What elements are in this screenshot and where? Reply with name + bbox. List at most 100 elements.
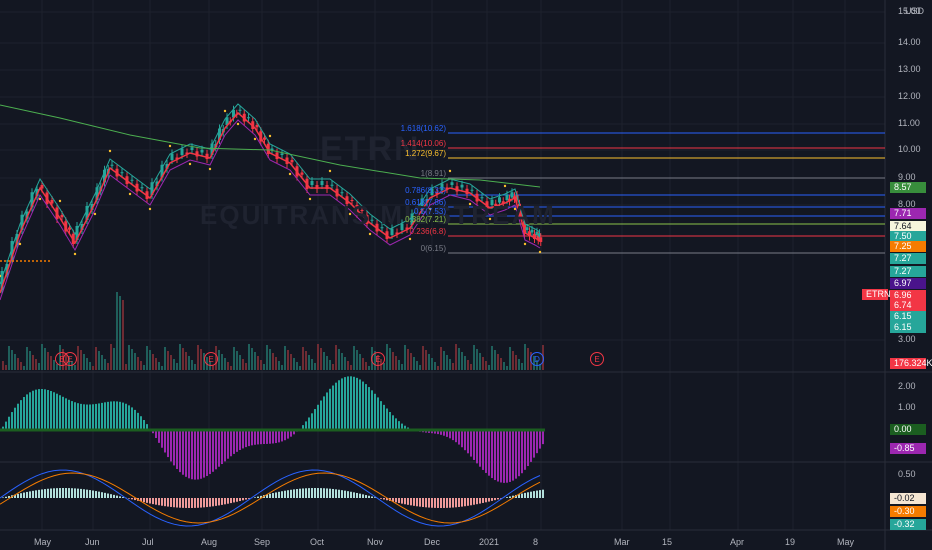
candle-body <box>360 210 364 211</box>
osc1-bar <box>287 430 289 439</box>
osc1-bar <box>107 401 109 430</box>
osc1-bar <box>203 430 205 478</box>
osc2-bar <box>398 498 400 504</box>
osc2-bar <box>533 491 535 498</box>
candle-body <box>528 231 531 237</box>
volume-bar <box>386 344 388 370</box>
volume-bar <box>329 360 331 370</box>
osc2-bar <box>170 498 172 507</box>
earnings-marker[interactable]: E <box>63 352 77 366</box>
earnings-marker[interactable]: E <box>590 352 604 366</box>
osc2-bar <box>248 498 250 499</box>
volume-bar <box>491 346 493 370</box>
osc2-bar <box>275 492 277 498</box>
volume-bar <box>38 363 40 370</box>
volume-bar <box>419 365 421 370</box>
osc1-bar <box>215 430 217 470</box>
osc1-bar <box>263 430 265 445</box>
osc2-bar <box>20 493 22 498</box>
volume-bar <box>338 349 340 370</box>
volume-bar <box>470 364 472 370</box>
volume-bar <box>188 356 190 370</box>
candle-body <box>425 199 429 203</box>
osc2-bar <box>194 498 196 508</box>
volume-bar <box>275 357 277 370</box>
osc1-bar <box>476 430 478 464</box>
osc1-bar <box>272 430 274 444</box>
osc2-bar <box>350 491 352 498</box>
psar-dot <box>268 134 272 138</box>
volume-bar <box>161 366 163 370</box>
osc2-bar <box>278 491 280 498</box>
osc1-bar <box>221 430 223 465</box>
osc2-bar <box>272 493 274 498</box>
volume-bar <box>233 347 235 370</box>
osc1-bar <box>347 376 349 430</box>
volume-bar <box>164 347 166 370</box>
price-tag: 7.50 <box>890 231 926 242</box>
volume-bar <box>110 344 112 370</box>
symbol-tag: ETRN <box>862 289 891 300</box>
osc1-bar <box>455 430 457 443</box>
osc1-bar <box>47 390 49 430</box>
volume-bar <box>152 354 154 370</box>
volume-bar <box>293 358 295 370</box>
osc1-bar <box>179 430 181 473</box>
osc2-bar <box>161 498 163 506</box>
osc2-bar <box>344 490 346 498</box>
osc2-axis-label: 0.50 <box>898 469 916 479</box>
osc1-bar <box>371 390 373 430</box>
signal-line <box>0 472 541 524</box>
time-axis-label: 2021 <box>479 537 500 547</box>
osc1-bar <box>464 430 466 451</box>
price-tag: 6.97 <box>890 278 926 289</box>
osc1-bar <box>95 403 97 430</box>
volume-bar <box>272 353 274 370</box>
osc2-bar <box>488 498 490 502</box>
osc2-bar <box>293 489 295 498</box>
osc2-bar <box>149 498 151 504</box>
candle-body <box>410 213 414 225</box>
psar-dot <box>448 169 452 173</box>
volume-bar <box>200 349 202 370</box>
osc2-bar <box>311 488 313 498</box>
volume-bar <box>185 352 187 370</box>
osc1-bar <box>8 416 10 430</box>
osc1-bar <box>434 430 436 434</box>
osc2-bar <box>47 488 49 498</box>
osc2-bar <box>512 495 514 498</box>
earnings-marker[interactable]: E <box>204 352 218 366</box>
volume-bar <box>407 349 409 370</box>
volume-bar <box>77 346 79 370</box>
osc2-bar <box>413 498 415 506</box>
osc1-bar <box>380 401 382 430</box>
time-axis-label: Dec <box>424 537 441 547</box>
volume-bar <box>473 345 475 370</box>
volume-bar <box>455 344 457 370</box>
volume-bar <box>287 350 289 370</box>
osc1-bar <box>140 416 142 430</box>
volume-bar <box>104 359 106 370</box>
volume-bar <box>212 365 214 370</box>
volume-bar <box>518 359 520 370</box>
volume-bar <box>140 361 142 370</box>
volume-bar <box>365 362 367 370</box>
osc1-bar <box>458 430 460 445</box>
dividend-marker[interactable]: D <box>530 352 544 366</box>
osc1-bar <box>356 377 358 430</box>
candle-body <box>400 223 404 230</box>
fib-label: 0(6.15) <box>420 244 446 253</box>
osc1-bar <box>515 430 517 479</box>
osc2-bar <box>236 498 238 502</box>
earnings-marker[interactable]: E <box>371 352 385 366</box>
osc2-bar <box>473 498 475 505</box>
candle-body <box>415 214 419 218</box>
volume-bar <box>134 353 136 370</box>
psar-dot <box>538 250 542 254</box>
volume-bar <box>17 358 19 370</box>
price-axis-label: 12.00 <box>898 91 921 101</box>
volume-bar <box>263 364 265 370</box>
volume-bar <box>392 352 394 370</box>
